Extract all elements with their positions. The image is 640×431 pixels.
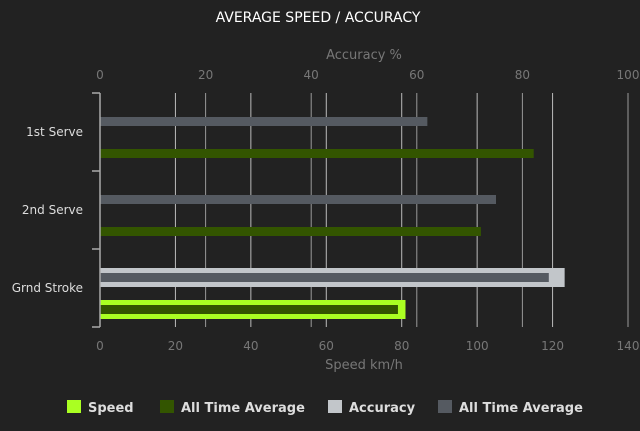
- speed-tick-label: 40: [243, 339, 258, 353]
- category-label: Grnd Stroke: [12, 281, 83, 295]
- accuracy-tick-label: 40: [304, 68, 319, 82]
- speed-tick-label: 20: [168, 339, 183, 353]
- accuracy-average-bar: [100, 195, 496, 204]
- category-label: 1st Serve: [26, 125, 83, 139]
- legend-label: Speed: [88, 401, 134, 416]
- bottom-axis-label: Speed km/h: [325, 358, 403, 373]
- legend-swatch: [438, 400, 452, 413]
- accuracy-tick-label: 0: [96, 68, 104, 82]
- accuracy-average-bar: [100, 117, 428, 126]
- legend-swatch: [160, 400, 174, 413]
- accuracy-average-bar: [100, 273, 549, 282]
- speed-average-bar: [100, 305, 398, 314]
- speed-tick-label: 80: [394, 339, 409, 353]
- top-axis-label: Accuracy %: [326, 48, 402, 63]
- speed-tick-label: 60: [319, 339, 334, 353]
- speed-tick-label: 0: [96, 339, 104, 353]
- category-label: 2nd Serve: [22, 203, 83, 217]
- speed-tick-label: 140: [617, 339, 640, 353]
- legend-swatch: [328, 400, 342, 413]
- legend-label: Accuracy: [349, 401, 416, 416]
- accuracy-tick-label: 80: [515, 68, 530, 82]
- speed-tick-label: 100: [466, 339, 489, 353]
- chart-title: AVERAGE SPEED / ACCURACY: [216, 10, 421, 26]
- speed-average-bar: [100, 227, 481, 236]
- accuracy-tick-label: 60: [409, 68, 424, 82]
- speed-average-bar: [100, 149, 534, 158]
- legend-swatch: [67, 400, 81, 413]
- accuracy-tick-label: 100: [617, 68, 640, 82]
- speed-tick-label: 120: [541, 339, 564, 353]
- legend-label: All Time Average: [459, 401, 583, 416]
- accuracy-tick-label: 20: [198, 68, 213, 82]
- legend-label: All Time Average: [181, 401, 305, 416]
- legend: Speed All Time Average Accuracy All Time Av…: [67, 400, 583, 416]
